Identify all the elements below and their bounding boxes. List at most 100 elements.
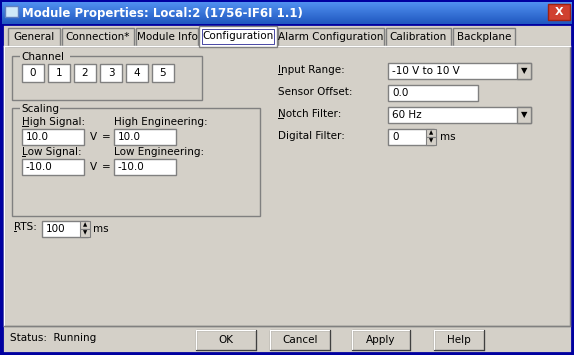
Bar <box>386 28 451 46</box>
Text: Backplane: Backplane <box>457 32 511 42</box>
Text: Channel: Channel <box>21 52 64 62</box>
Bar <box>152 64 174 82</box>
Text: Notch Filter:: Notch Filter: <box>278 109 342 119</box>
Text: ▼: ▼ <box>83 230 87 235</box>
Text: Low Signal:: Low Signal: <box>22 147 82 157</box>
Bar <box>2 16 572 17</box>
Text: Connection*: Connection* <box>66 32 130 42</box>
Bar <box>517 107 531 123</box>
Text: Apply: Apply <box>366 335 395 345</box>
Bar <box>426 129 436 137</box>
Bar <box>2 11 572 12</box>
Bar <box>388 107 531 123</box>
Bar <box>434 330 484 350</box>
Bar <box>80 229 90 237</box>
Bar <box>2 20 572 21</box>
Text: Sensor Offset:: Sensor Offset: <box>278 87 352 97</box>
Text: 10.0: 10.0 <box>118 132 141 142</box>
Text: 4: 4 <box>134 68 140 78</box>
Bar <box>8 28 60 46</box>
Bar <box>278 28 384 46</box>
Text: Status:  Running: Status: Running <box>10 333 96 343</box>
Text: Scaling: Scaling <box>21 104 59 114</box>
Bar <box>2 14 572 15</box>
Bar <box>196 330 256 350</box>
Bar <box>74 64 96 82</box>
Bar <box>4 46 570 326</box>
Text: 0.0: 0.0 <box>392 88 408 98</box>
Bar <box>4 26 570 48</box>
Bar <box>453 28 515 46</box>
Bar <box>199 26 277 47</box>
Text: High Engineering:: High Engineering: <box>114 117 208 127</box>
Bar <box>202 29 274 44</box>
Bar <box>2 23 572 24</box>
Bar <box>2 10 572 11</box>
Text: -10.0: -10.0 <box>118 162 145 172</box>
Text: 0: 0 <box>392 132 398 142</box>
Text: Alarm Configuration: Alarm Configuration <box>278 32 383 42</box>
Bar <box>2 5 572 6</box>
Bar <box>2 18 572 19</box>
Text: =: = <box>102 132 111 142</box>
Text: Low Engineering:: Low Engineering: <box>114 147 204 157</box>
Bar <box>388 63 531 79</box>
Bar <box>22 64 44 82</box>
Bar <box>2 13 572 14</box>
Bar <box>2 4 572 5</box>
Bar <box>22 159 84 175</box>
Text: Calibration: Calibration <box>389 32 447 42</box>
Bar <box>114 129 176 145</box>
Bar <box>2 6 572 7</box>
Bar <box>2 8 572 9</box>
Text: RTS:: RTS: <box>14 222 37 232</box>
Text: 60 Hz: 60 Hz <box>392 110 422 120</box>
Text: Module Info: Module Info <box>137 32 197 42</box>
Bar <box>42 221 88 237</box>
Text: ms: ms <box>440 132 456 142</box>
Bar <box>426 137 436 145</box>
Bar <box>5 6 18 17</box>
Bar <box>2 2 572 3</box>
Text: Module Properties: Local:2 (1756-IF6I 1.1): Module Properties: Local:2 (1756-IF6I 1.… <box>22 6 303 20</box>
Bar <box>2 12 572 13</box>
Text: 100: 100 <box>46 224 65 234</box>
Bar <box>2 19 572 20</box>
Text: ▲: ▲ <box>429 131 433 136</box>
Text: V: V <box>90 132 97 142</box>
Bar <box>2 21 572 22</box>
Text: Help: Help <box>447 335 471 345</box>
Text: -10.0: -10.0 <box>26 162 53 172</box>
Bar <box>388 85 478 101</box>
Bar <box>2 22 572 23</box>
Bar <box>20 105 60 114</box>
Text: Input Range:: Input Range: <box>278 65 345 75</box>
Text: OK: OK <box>219 335 234 345</box>
Bar <box>48 64 70 82</box>
Bar <box>2 3 572 4</box>
Text: High Signal:: High Signal: <box>22 117 85 127</box>
Bar <box>12 56 202 100</box>
Text: ms: ms <box>93 224 108 234</box>
Text: 1: 1 <box>56 68 63 78</box>
Bar <box>100 64 122 82</box>
Bar <box>20 53 70 62</box>
Bar <box>126 64 148 82</box>
Bar <box>388 129 434 145</box>
Bar <box>2 9 572 10</box>
Text: Cancel: Cancel <box>282 335 318 345</box>
Text: 10.0: 10.0 <box>26 132 49 142</box>
Bar <box>2 7 572 8</box>
Text: 2: 2 <box>82 68 88 78</box>
Text: =: = <box>102 162 111 172</box>
Bar <box>352 330 410 350</box>
Text: ▲: ▲ <box>83 223 87 228</box>
Bar <box>12 108 260 216</box>
Text: ▼: ▼ <box>521 110 528 120</box>
Bar <box>22 129 84 145</box>
Text: ▼: ▼ <box>429 138 433 143</box>
Text: -10 V to 10 V: -10 V to 10 V <box>392 66 460 76</box>
Bar <box>80 221 90 229</box>
Bar <box>2 17 572 18</box>
Bar <box>548 4 570 20</box>
